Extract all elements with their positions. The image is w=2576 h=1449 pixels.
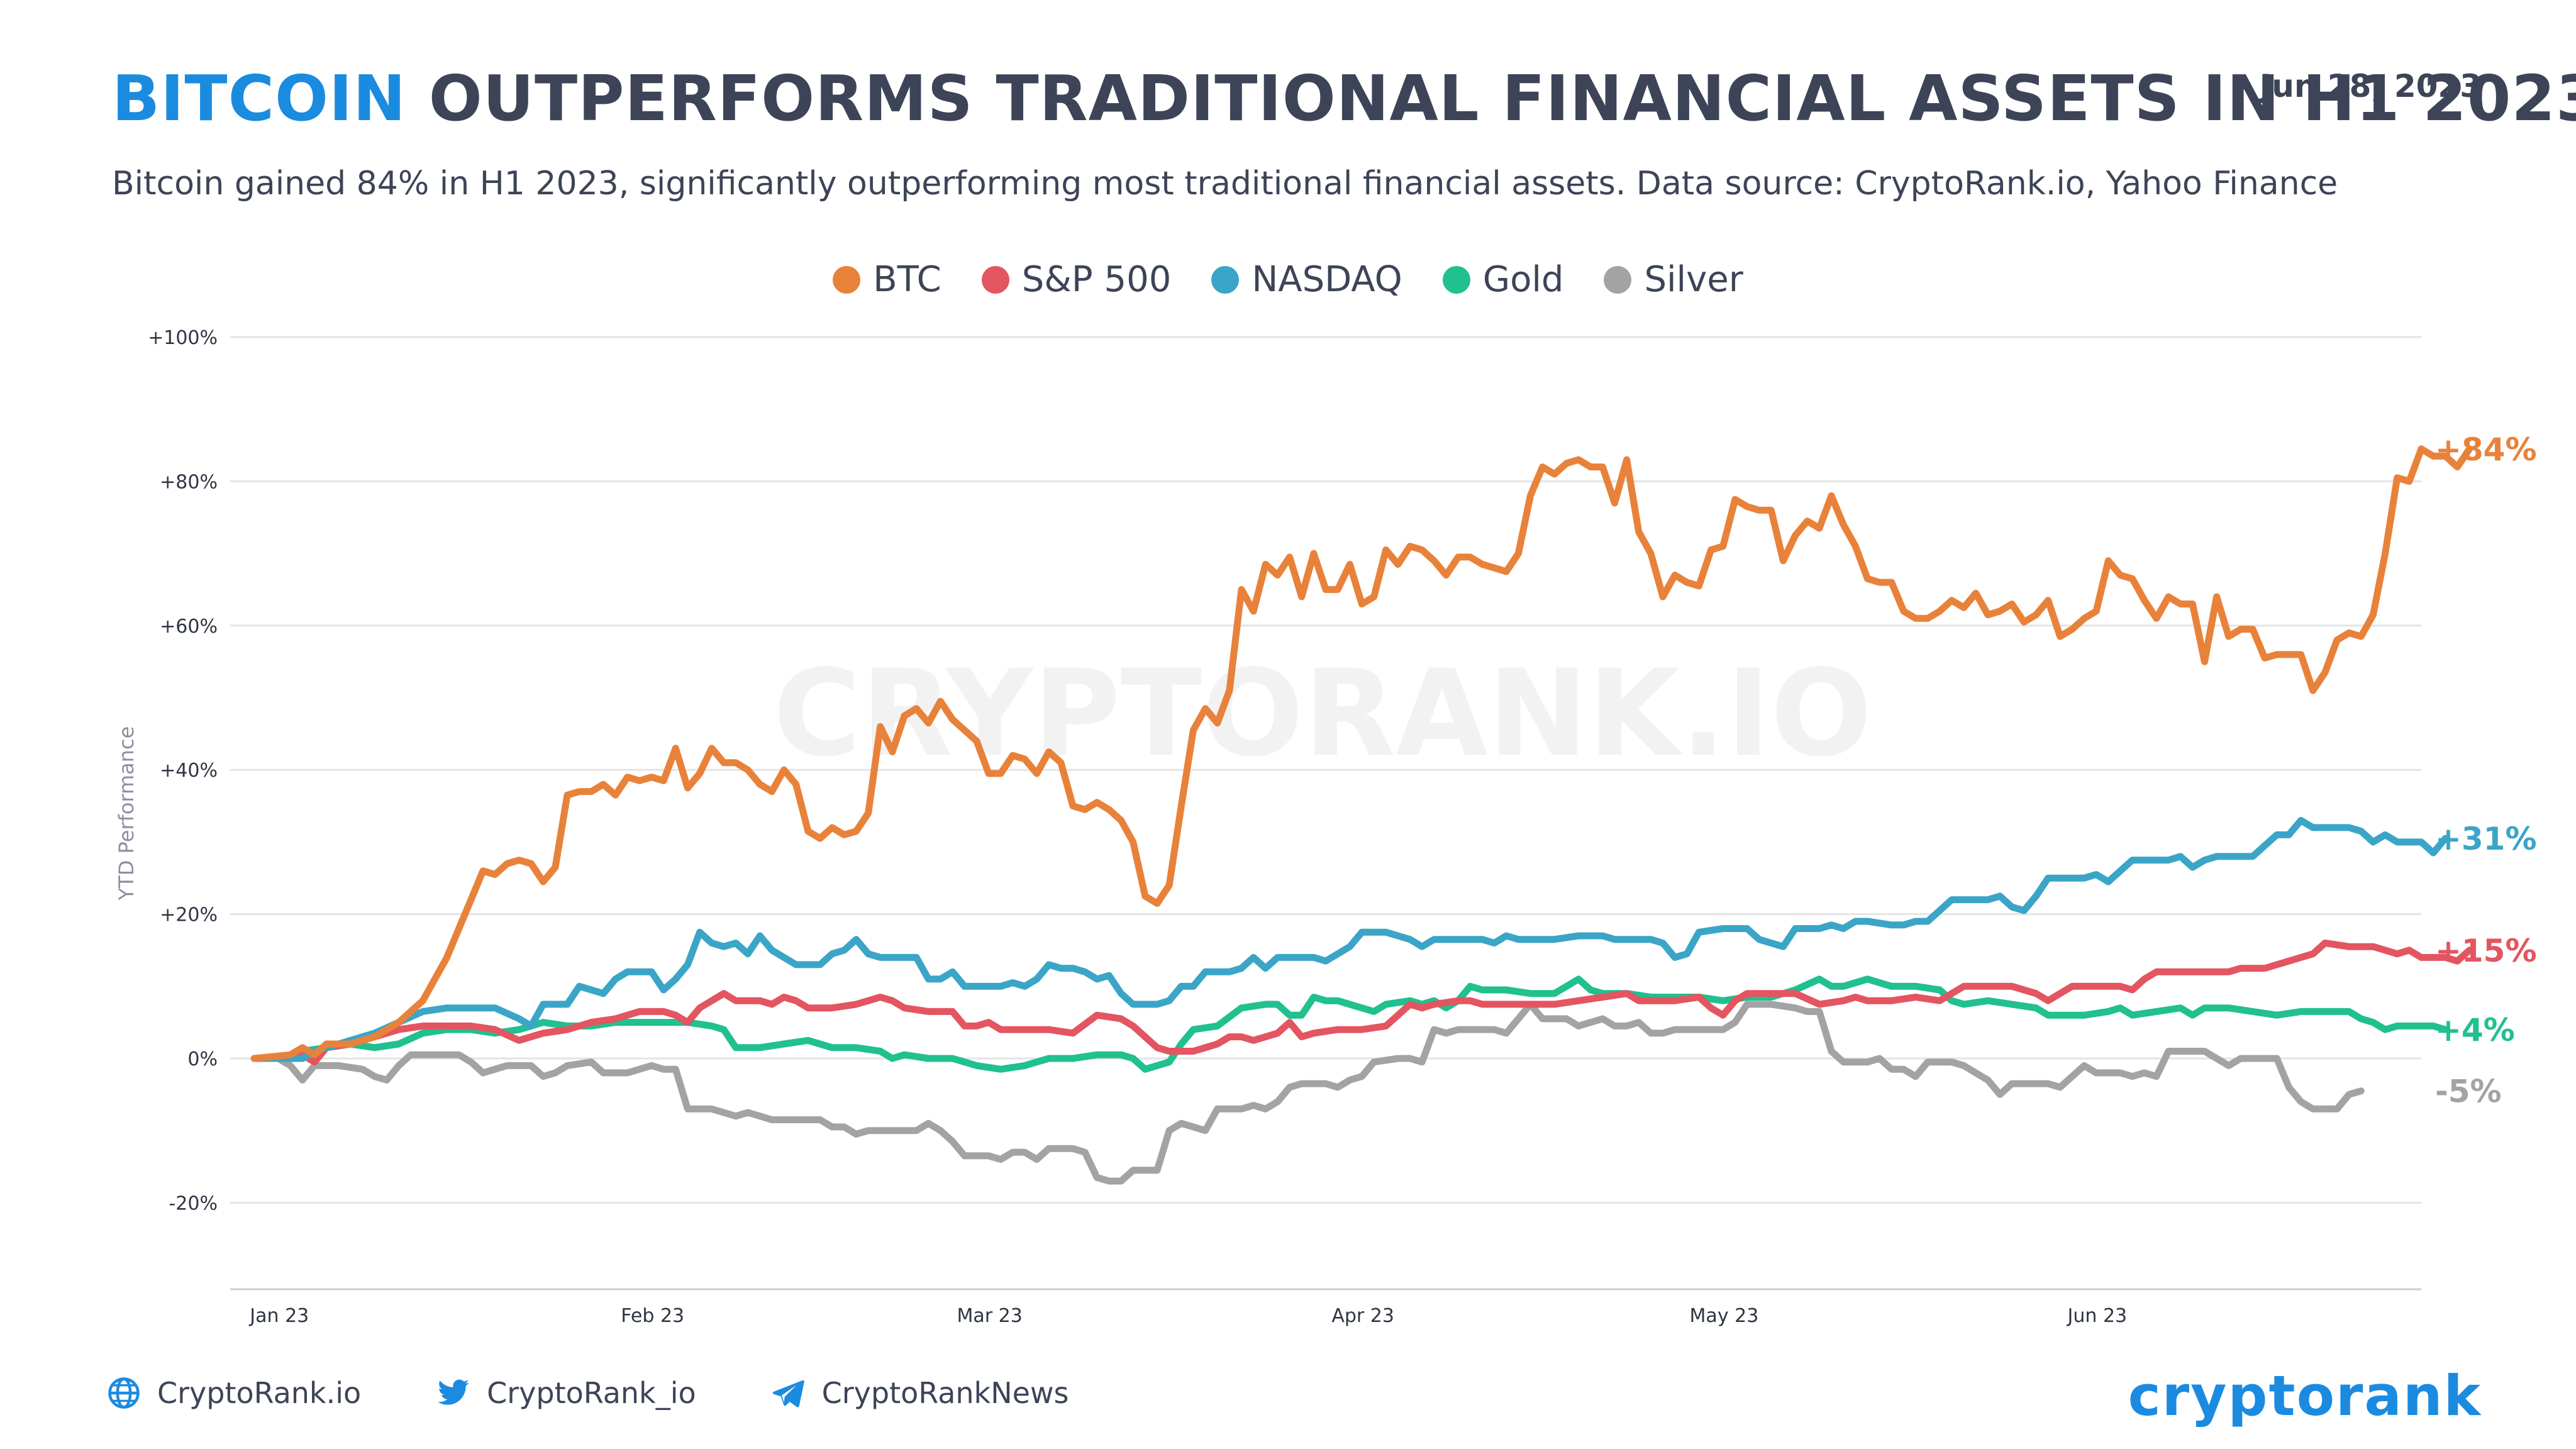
twitter-icon	[438, 1379, 469, 1405]
series-line-sp500[interactable]	[250, 940, 2473, 1066]
legend-label-sp500: S&P 500	[1021, 259, 1172, 300]
y-tick-label: +20%	[160, 904, 218, 926]
telegram-icon	[772, 1380, 804, 1407]
report-date: Jun 28, 2023	[2260, 68, 2482, 104]
x-tick-label: Feb 23	[621, 1305, 684, 1327]
x-tick-label: Apr 23	[1331, 1305, 1394, 1327]
end-label-btc: +84%	[2435, 431, 2537, 468]
footer-twitter[interactable]: CryptoRank_io	[436, 1376, 696, 1410]
cryptorank-logo[interactable]: cryptorank	[2128, 1363, 2482, 1428]
end-label-silver: -5%	[2435, 1074, 2502, 1110]
y-tick-label: +80%	[160, 471, 218, 493]
y-axis-title: YTD Performance	[114, 726, 138, 901]
legend-swatch-sp500	[981, 265, 1009, 294]
footer-telegram[interactable]: CryptoRankNews	[772, 1376, 1069, 1410]
end-label-nasdaq: +31%	[2435, 821, 2537, 857]
footer-website-label: CryptoRank.io	[157, 1376, 362, 1410]
legend-swatch-btc	[833, 265, 861, 294]
legend-label-gold: Gold	[1482, 259, 1564, 300]
footer: CryptoRank.io CryptoRank_io CryptoRankNe…	[107, 1376, 1069, 1410]
legend-item-nasdaq[interactable]: NASDAQ	[1211, 259, 1402, 300]
legend-item-btc[interactable]: BTC	[833, 259, 941, 300]
legend-item-gold[interactable]: Gold	[1442, 259, 1564, 300]
series-line-nasdaq[interactable]	[250, 817, 2449, 1062]
legend-swatch-gold	[1442, 265, 1470, 294]
legend-item-silver[interactable]: Silver	[1604, 259, 1743, 300]
series-line-gold[interactable]	[250, 975, 2449, 1073]
x-tick-label: Mar 23	[957, 1305, 1023, 1327]
legend-label-nasdaq: NASDAQ	[1252, 259, 1402, 300]
x-tick-label: Jan 23	[248, 1305, 309, 1327]
footer-website[interactable]: CryptoRank.io	[107, 1376, 361, 1410]
x-tick-label: May 23	[1690, 1305, 1759, 1327]
title-rest: OUTPERFORMS TRADITIONAL FINANCIAL ASSETS…	[406, 62, 2576, 135]
chart-title: BITCOIN OUTPERFORMS TRADITIONAL FINANCIA…	[112, 62, 2576, 135]
y-tick-label: +100%	[148, 327, 218, 349]
legend-item-sp500[interactable]: S&P 500	[981, 259, 1172, 300]
x-tick-label: Jun 23	[2067, 1305, 2128, 1327]
watermark: CRYPTORANK.IO	[773, 644, 1872, 783]
chart-legend: BTC S&P 500 NASDAQ Gold Silver	[0, 259, 2576, 300]
y-tick-label: +40%	[160, 760, 218, 782]
legend-label-btc: BTC	[873, 259, 941, 300]
legend-swatch-nasdaq	[1211, 265, 1240, 294]
legend-label-silver: Silver	[1644, 259, 1743, 300]
globe-icon	[108, 1377, 140, 1409]
footer-telegram-label: CryptoRankNews	[821, 1376, 1069, 1410]
y-tick-label: +60%	[160, 616, 218, 638]
series-line-silver[interactable]	[250, 1001, 2365, 1185]
end-label-sp500: +15%	[2435, 933, 2537, 969]
title-accent: BITCOIN	[112, 62, 406, 135]
end-label-gold: +4%	[2435, 1012, 2515, 1048]
footer-twitter-label: CryptoRank_io	[487, 1376, 696, 1410]
y-tick-label: -20%	[169, 1192, 218, 1214]
series-line-btc[interactable]	[250, 445, 2473, 1062]
y-tick-label: 0%	[187, 1048, 218, 1070]
chart-subtitle: Bitcoin gained 84% in H1 2023, significa…	[112, 165, 2338, 203]
legend-swatch-silver	[1604, 265, 1632, 294]
